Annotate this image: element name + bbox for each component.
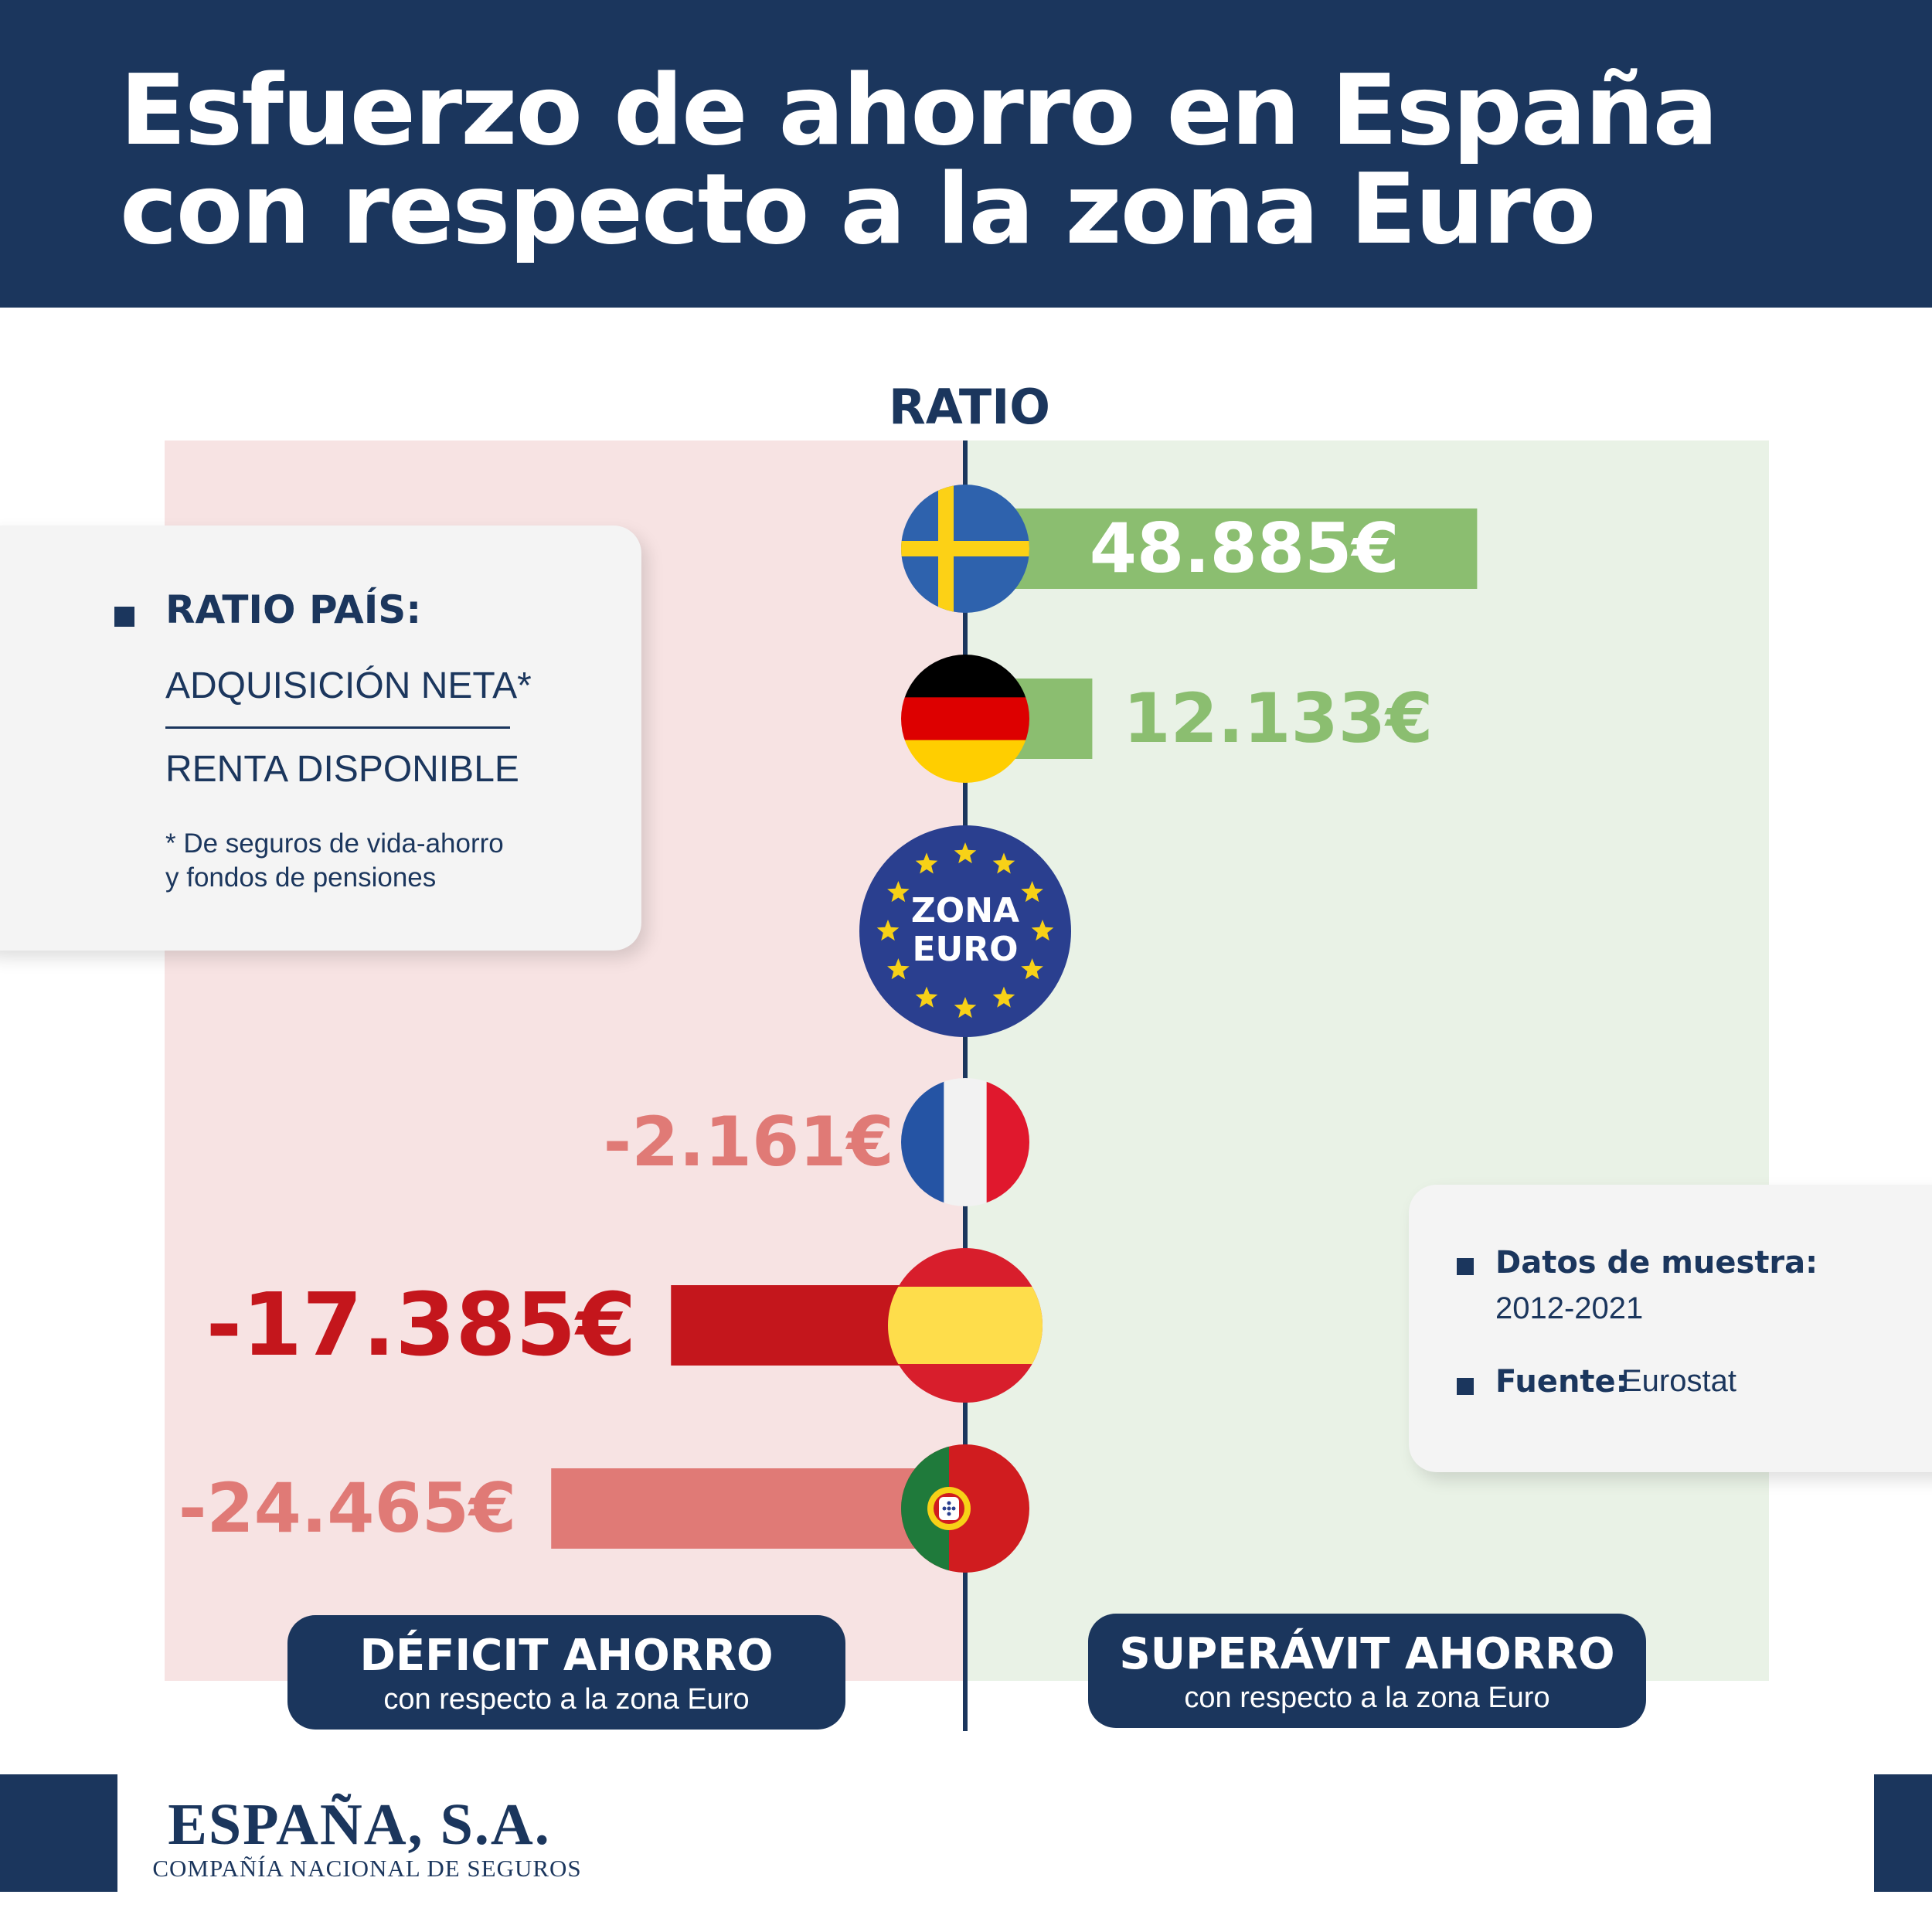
ratio-legend-card: RATIO PAÍS: ADQUISICIÓN NETA* RENTA DISP… xyxy=(0,526,641,951)
star-icon xyxy=(876,920,900,941)
sweden-flag-icon xyxy=(901,485,1029,613)
portugal-flag-icon xyxy=(901,1444,1029,1573)
star-icon xyxy=(915,852,938,874)
value-label-francia: -2.161€ xyxy=(604,1102,894,1182)
page-title-line2: con respecto a la zona Euro xyxy=(120,152,1596,266)
source-value: Eurostat xyxy=(1621,1364,1736,1398)
corner-block-left xyxy=(0,1774,117,1892)
surplus-zone xyxy=(966,440,1769,1681)
germany-flag-icon xyxy=(901,655,1029,783)
ratio-numerator: ADQUISICIÓN NETA* xyxy=(165,665,532,706)
bullet-icon xyxy=(1457,1378,1474,1395)
spain-flag-icon xyxy=(888,1248,1043,1403)
star-icon xyxy=(887,958,910,980)
star-icon xyxy=(992,852,1015,874)
eu-flag-icon xyxy=(859,825,1071,1037)
sample-value: 2012-2021 xyxy=(1495,1291,1644,1325)
fraction-divider xyxy=(165,726,510,729)
value-label-portugal: -24.465€ xyxy=(179,1468,516,1548)
ratio-heading: RATIO PAÍS: xyxy=(165,587,422,632)
bar-portugal xyxy=(551,1468,965,1549)
france-flag-icon xyxy=(901,1078,1029,1206)
deficit-subtitle: con respecto a la zona Euro xyxy=(383,1683,750,1716)
bullet-icon xyxy=(114,607,134,627)
surplus-subtitle: con respecto a la zona Euro xyxy=(1184,1682,1550,1714)
eu-badge-line2: EURO xyxy=(912,930,1018,969)
star-icon xyxy=(1021,958,1043,980)
star-icon xyxy=(1031,920,1054,941)
deficit-title: DÉFICIT AHORRO xyxy=(359,1631,774,1681)
source-label: Fuente: xyxy=(1495,1364,1628,1400)
value-label-españa: -17.385€ xyxy=(206,1275,637,1376)
surplus-label: SUPERÁVIT AHORRO con respecto a la zona … xyxy=(1088,1614,1646,1728)
surplus-title: SUPERÁVIT AHORRO xyxy=(1119,1629,1615,1679)
star-icon xyxy=(954,997,977,1019)
footnote-line2: y fondos de pensiones xyxy=(165,862,437,893)
sample-label: Datos de muestra: xyxy=(1495,1245,1818,1281)
company-logo-tagline: COMPAÑÍA NACIONAL DE SEGUROS xyxy=(152,1855,582,1882)
ratio-denominator: RENTA DISPONIBLE xyxy=(165,749,519,790)
star-icon xyxy=(954,842,977,864)
bullet-icon xyxy=(1457,1258,1474,1275)
eu-badge-line1: ZONA xyxy=(911,891,1019,930)
chart-title: RATIO xyxy=(889,379,1050,435)
star-icon xyxy=(992,986,1015,1008)
value-label-suecia: 48.885€ xyxy=(1090,509,1400,588)
deficit-label: DÉFICIT AHORRO con respecto a la zona Eu… xyxy=(287,1615,845,1730)
bar-suecia xyxy=(965,509,1478,589)
info-card: Datos de muestra: 2012-2021 Fuente: Euro… xyxy=(1409,1185,1932,1472)
header-banner: Esfuerzo de ahorro en España con respect… xyxy=(0,0,1932,308)
star-icon xyxy=(887,881,910,903)
page-title-line1: Esfuerzo de ahorro en España xyxy=(120,53,1718,167)
footnote-line1: * De seguros de vida-ahorro xyxy=(165,828,504,859)
company-logo-name: ESPAÑA, S.A. xyxy=(168,1792,551,1857)
value-label-alemania: 12.133€ xyxy=(1123,679,1433,758)
star-icon xyxy=(915,986,938,1008)
corner-block-right xyxy=(1874,1774,1932,1892)
star-icon xyxy=(1021,881,1043,903)
